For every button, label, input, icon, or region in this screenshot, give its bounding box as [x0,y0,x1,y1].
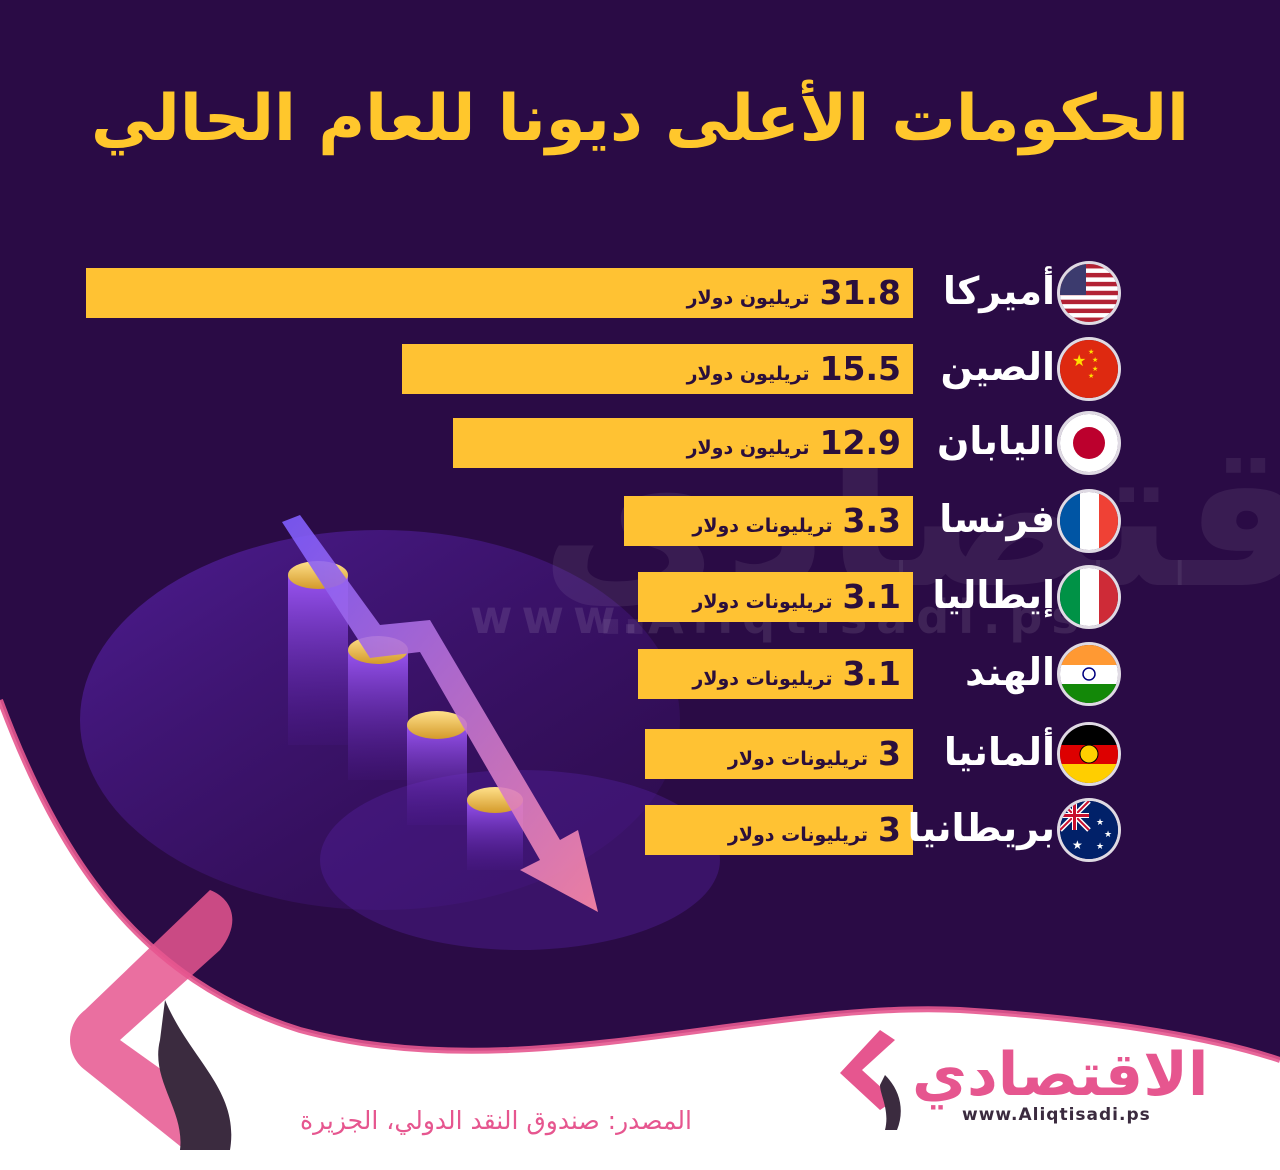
bar-1: 15.5 تريليون دولار [402,344,913,394]
bar-value-unit: تريليونات دولار [692,591,833,613]
bar-value-label: 12.9 تريليون دولار [687,418,901,468]
bar-value-label: 15.5 تريليون دولار [687,344,901,394]
bar-value-number: 3.1 [842,577,901,616]
france-flag-icon [1060,492,1118,550]
bar-value-number: 15.5 [819,349,901,388]
bar-value-unit: تريليون دولار [686,437,810,459]
bar-4: 3.1 تريليونات دولار [638,572,913,622]
svg-text:★: ★ [1088,348,1094,356]
us-flag-icon [1060,264,1118,322]
svg-text:★: ★ [1092,365,1098,373]
bar-2: 12.9 تريليون دولار [452,418,913,468]
bar-5: 3.1 تريليونات دولار [638,649,913,699]
category-label: بريطانيا [907,806,1055,850]
bar-value-unit: تريليونات دولار [692,668,833,690]
bar-6: 3 تريليونات دولار [645,729,913,779]
bar-value-label: 3.1 تريليونات دولار [692,572,901,622]
bar-7: 3 تريليونات دولار [645,805,913,855]
bar-value-number: 12.9 [819,423,901,462]
japan-flag-icon [1060,414,1118,472]
bar-value-number: 3.3 [842,501,901,540]
bar-value-number: 3 [878,810,901,849]
category-label: الهند [965,650,1055,694]
bar-value-number: 31.8 [819,273,901,312]
bar-value-label: 31.8 تريليون دولار [687,268,901,318]
svg-text:★: ★ [1092,356,1098,364]
svg-text:★: ★ [1096,842,1104,852]
bar-value-unit: تريليون دولار [686,363,810,385]
bar-value-label: 3.1 تريليونات دولار [692,649,901,699]
chart-title: الحكومات الأعلى ديونا للعام الحالي [91,82,1189,156]
germany-flag-icon [1060,725,1118,783]
bar-value-label: 3 تريليونات دولار [728,805,901,855]
bar-value-label: 3 تريليونات دولار [728,729,901,779]
svg-text:★: ★ [1088,372,1094,380]
bar-0: 31.8 تريليون دولار [86,268,913,318]
bar-value-label: 3.3 تريليونات دولار [692,496,901,546]
category-label: أميركا [942,269,1055,313]
category-label: ألمانيا [943,730,1055,774]
bar-value-unit: تريليون دولار [686,287,810,309]
svg-text:★: ★ [1072,351,1086,370]
bar-value-unit: تريليونات دولار [692,515,833,537]
australia-flag-icon: ★ ★ ★ ★ [1060,801,1118,859]
india-flag-icon [1060,645,1118,703]
source-note: المصدر: صندوق النقد الدولي، الجزيرة [300,1106,692,1135]
brand-logo-url: www.Aliqtisadi.ps [962,1105,1151,1125]
svg-text:★: ★ [1104,830,1112,840]
svg-text:★: ★ [1096,818,1104,828]
bar-value-number: 3 [878,734,901,773]
bar-3: 3.3 تريليونات دولار [624,496,913,546]
italy-flag-icon [1060,568,1118,626]
bar-value-unit: تريليونات دولار [727,824,869,846]
brand-logo-name: الاقتصادي [912,1040,1209,1110]
category-label: إيطاليا [932,573,1055,617]
china-flag-icon: ★ ★ ★ ★ ★ [1060,340,1118,398]
category-label: فرنسا [939,497,1055,541]
category-label: الصين [940,345,1055,389]
bar-value-unit: تريليونات دولار [727,748,869,770]
category-label: اليابان [936,419,1055,463]
bar-value-number: 3.1 [842,654,901,693]
svg-text:★: ★ [1072,838,1083,852]
